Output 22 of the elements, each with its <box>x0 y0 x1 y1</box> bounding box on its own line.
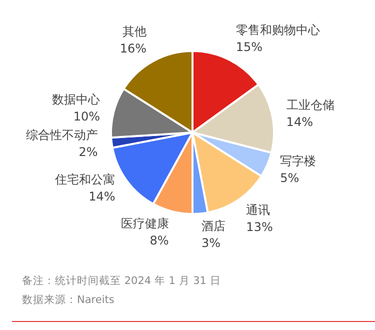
slice-label: 数据中心 <box>52 92 100 106</box>
slice-label: 通讯 <box>246 203 270 218</box>
data-label: 10% <box>73 109 100 124</box>
slice-label: 零售和购物中心 <box>236 23 320 38</box>
data-label: 5% <box>280 171 300 186</box>
text: 备注：统计时间截至 2024 年 1 月 31 日 <box>22 274 221 289</box>
slice-label: 住宅和公寓 <box>54 172 116 186</box>
slice-label: 工业仓储 <box>286 98 334 112</box>
slice-label: 医疗健康 <box>120 216 169 231</box>
data-label: 2% <box>78 145 98 160</box>
data-label: 3% <box>201 236 221 250</box>
data-label: 13% <box>246 220 273 234</box>
source-note: 数据来源：Nareits <box>22 293 116 308</box>
data-label: 14% <box>286 115 313 130</box>
slice-label: 综合性不动产 <box>26 128 98 142</box>
data-label: 15% <box>236 40 263 54</box>
slice-label: 其他 <box>122 24 146 38</box>
slice-label: 写字楼 <box>280 154 316 168</box>
slice-label: 酒店 <box>201 219 226 234</box>
data-label: 16% <box>120 41 146 56</box>
data-label: 8% <box>150 234 169 248</box>
data-label: 14% <box>88 189 116 204</box>
